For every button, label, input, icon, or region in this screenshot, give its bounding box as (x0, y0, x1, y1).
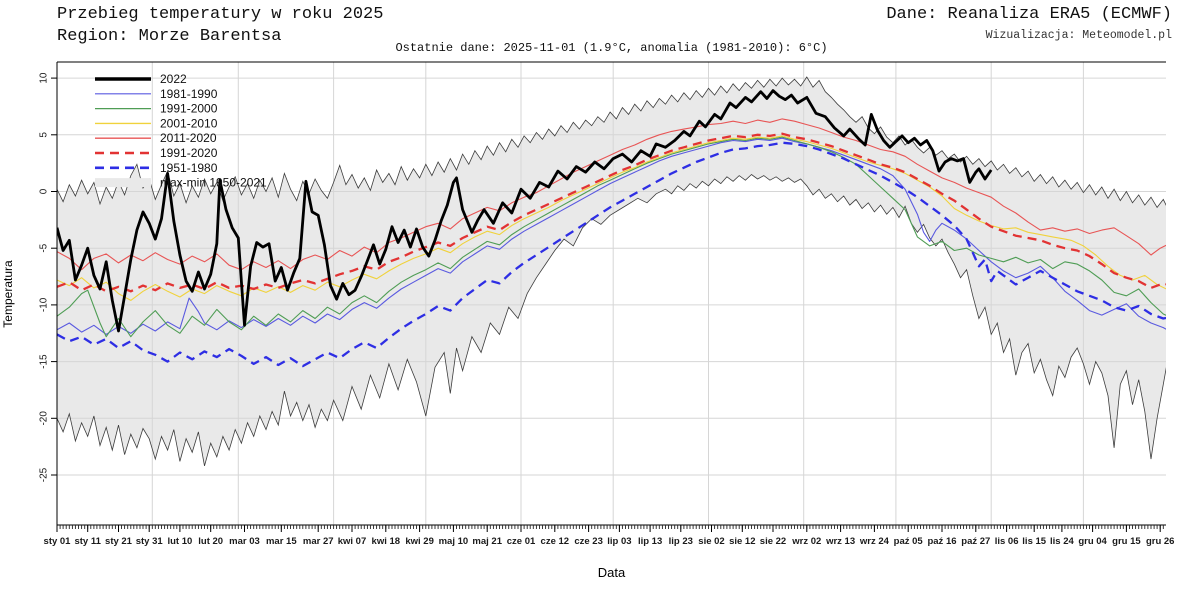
legend-label: 1991-2000 (160, 102, 218, 116)
y-tick-labels: 10 5 0 -5 -10 -15 -20 -25 (39, 72, 57, 482)
legend-item-max-min 1950-2021: max-min 1950-2021 (95, 176, 267, 190)
svg-text:sty 21: sty 21 (105, 536, 133, 547)
svg-text:mar 27: mar 27 (303, 536, 334, 547)
svg-text:lut 10: lut 10 (167, 536, 192, 547)
svg-text:lis 24: lis 24 (1050, 536, 1074, 547)
svg-text:gru 15: gru 15 (1112, 536, 1141, 547)
svg-text:kwi 07: kwi 07 (338, 536, 367, 547)
series-2022 (57, 89, 993, 333)
svg-text:cze 12: cze 12 (541, 536, 570, 547)
legend-item-2001-2010: 2001-2010 (95, 116, 218, 130)
svg-text:paź 16: paź 16 (927, 536, 956, 547)
svg-text:kwi 29: kwi 29 (405, 536, 434, 547)
svg-text:sie 22: sie 22 (760, 536, 786, 547)
legend-label: 2022 (160, 72, 187, 86)
chart-title: Przebieg temperatury w roku 2025 (57, 5, 384, 24)
svg-text:cze 01: cze 01 (507, 536, 536, 547)
band-max-min (57, 77, 1166, 466)
legend-label: 2001-2010 (160, 116, 218, 130)
last-data-subtitle: Ostatnie dane: 2025-11-01 (1.9°C, anomal… (395, 41, 828, 55)
svg-text:wrz 24: wrz 24 (859, 536, 890, 547)
plot-region (57, 62, 1166, 525)
data-source-label: Dane: Reanaliza ERA5 (ECMWF) (886, 5, 1172, 24)
x-minor-ticks (56, 525, 1164, 529)
svg-text:-15: -15 (39, 354, 50, 369)
svg-text:sie 02: sie 02 (698, 536, 724, 547)
legend-label: 2011-2020 (160, 131, 217, 145)
svg-text:wrz 02: wrz 02 (791, 536, 821, 547)
legend: 20221981-19901991-20002001-20102011-2020… (95, 72, 267, 190)
legend-label: 1991-2020 (160, 146, 218, 160)
legend-label: 1981-1990 (160, 87, 218, 101)
svg-text:gru 04: gru 04 (1078, 536, 1107, 547)
svg-text:maj 21: maj 21 (472, 536, 502, 547)
svg-text:sty 31: sty 31 (136, 536, 164, 547)
svg-text:-5: -5 (39, 243, 50, 252)
series-1991-2020 (57, 132, 1166, 293)
legend-label: max-min 1950-2021 (160, 176, 267, 190)
svg-text:lip 23: lip 23 (669, 536, 693, 547)
svg-text:cze 23: cze 23 (574, 536, 603, 547)
svg-text:5: 5 (39, 132, 50, 138)
svg-text:-20: -20 (39, 411, 50, 426)
svg-text:lut 20: lut 20 (198, 536, 223, 547)
svg-text:sty 11: sty 11 (74, 536, 101, 547)
svg-text:gru 26: gru 26 (1146, 536, 1175, 547)
series-1951-1980 (57, 141, 1166, 368)
series-2011-2020 (57, 118, 1166, 271)
chart-region-subtitle: Region: Morze Barentsa (57, 27, 282, 46)
legend-item-2022: 2022 (95, 72, 187, 86)
svg-text:mar 15: mar 15 (266, 536, 297, 547)
x-axis-title: Data (597, 565, 626, 580)
svg-text:paź 27: paź 27 (961, 536, 990, 547)
svg-text:lis 06: lis 06 (995, 536, 1019, 547)
svg-text:paź 05: paź 05 (894, 536, 924, 547)
series-2001-2010 (57, 135, 1166, 301)
svg-text:lis 15: lis 15 (1022, 536, 1046, 547)
svg-text:kwi 18: kwi 18 (372, 536, 401, 547)
legend-item-1991-2000: 1991-2000 (95, 102, 218, 116)
svg-text:wrz 13: wrz 13 (825, 536, 855, 547)
x-tick-labels: sty 01 sty 11 sty 21 sty 31 lut 10 lut 20 mar … (44, 525, 1175, 547)
svg-text:sie 12: sie 12 (729, 536, 755, 547)
svg-text:mar 03: mar 03 (229, 536, 260, 547)
svg-text:-25: -25 (39, 467, 50, 482)
series-1981-1990 (57, 137, 1166, 335)
visualization-credit: Wizualizacja: Meteomodel.pl (985, 29, 1172, 42)
legend-item-1981-1990: 1981-1990 (95, 87, 218, 101)
band-upper-edge (57, 76, 1166, 209)
legend-band-swatch (95, 178, 151, 188)
legend-item-1951-1980: 1951-1980 (95, 161, 218, 175)
legend-item-1991-2020: 1991-2020 (95, 146, 218, 160)
svg-text:sty 01: sty 01 (44, 536, 72, 547)
series-1991-2000 (57, 136, 1166, 338)
legend-label: 1951-1980 (160, 161, 218, 175)
svg-text:0: 0 (39, 188, 50, 194)
svg-text:lip 13: lip 13 (638, 536, 662, 547)
legend-item-2011-2020: 2011-2020 (95, 131, 217, 145)
svg-text:lip 03: lip 03 (607, 536, 631, 547)
svg-text:-10: -10 (39, 297, 50, 312)
svg-text:10: 10 (39, 72, 50, 84)
band-lower-edge (57, 173, 1166, 467)
svg-text:maj 10: maj 10 (439, 536, 469, 547)
